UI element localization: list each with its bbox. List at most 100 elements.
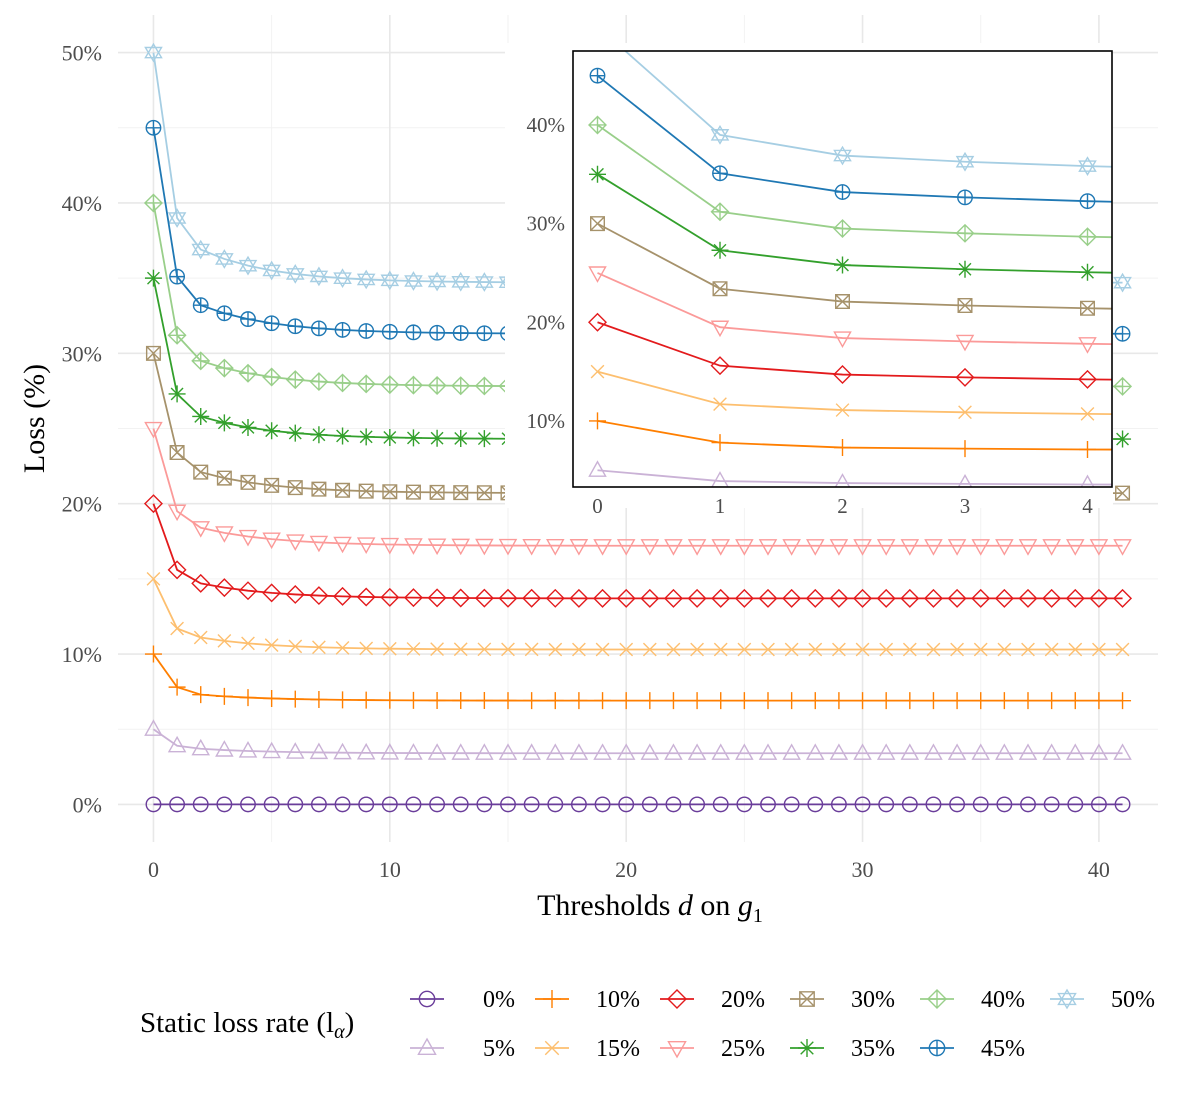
data-point bbox=[381, 692, 398, 709]
data-point bbox=[358, 538, 374, 552]
inset-data-point bbox=[590, 68, 604, 82]
y-axis-title: Loss (%) bbox=[18, 364, 51, 473]
data-point bbox=[192, 686, 209, 703]
data-point bbox=[192, 408, 209, 425]
data-point bbox=[712, 692, 729, 709]
data-point bbox=[381, 376, 398, 393]
data-point bbox=[171, 622, 184, 635]
inset-background bbox=[505, 43, 1113, 508]
y-tick-label: 30% bbox=[62, 341, 102, 366]
data-point bbox=[760, 692, 777, 709]
data-point bbox=[430, 326, 444, 340]
legend-item-0pct: 0% bbox=[410, 987, 515, 1013]
x-axis-title-part: on bbox=[693, 889, 738, 922]
x-axis-title-part: Thresholds bbox=[537, 889, 678, 922]
data-point bbox=[642, 540, 658, 554]
data-point bbox=[240, 365, 257, 382]
x-tick-label: 30 bbox=[852, 857, 874, 882]
data-point bbox=[571, 540, 587, 554]
inset-y-tick-label: 30% bbox=[527, 212, 566, 236]
data-point bbox=[570, 692, 587, 709]
y-tick-label: 0% bbox=[73, 792, 102, 817]
data-point bbox=[453, 745, 469, 759]
data-point bbox=[996, 692, 1013, 709]
data-point bbox=[429, 377, 446, 394]
data-point bbox=[476, 745, 492, 759]
legend-key-marker bbox=[418, 1039, 435, 1054]
data-point bbox=[594, 745, 610, 759]
legend: Static loss rate (lα)0%10%20%30%40%50%5%… bbox=[140, 987, 1155, 1062]
data-point bbox=[1114, 745, 1130, 759]
data-point bbox=[334, 374, 351, 391]
data-point bbox=[949, 745, 965, 759]
data-point bbox=[524, 540, 540, 554]
data-point bbox=[1020, 692, 1037, 709]
data-point bbox=[216, 360, 233, 377]
legend-item-25pct: 25% bbox=[660, 1036, 765, 1062]
data-point bbox=[429, 745, 445, 759]
data-point bbox=[311, 536, 327, 550]
legend-title-part: α bbox=[334, 1021, 345, 1043]
data-point bbox=[406, 325, 420, 339]
inset-x-tick-label: 2 bbox=[837, 494, 848, 518]
data-point bbox=[902, 540, 918, 554]
data-point bbox=[571, 745, 587, 759]
data-point bbox=[1020, 540, 1036, 554]
data-point bbox=[287, 691, 304, 708]
data-point bbox=[405, 745, 421, 759]
inset-x-tick-label: 4 bbox=[1082, 494, 1093, 518]
inset-data-point bbox=[835, 185, 849, 199]
legend-label: 5% bbox=[483, 1036, 515, 1062]
legend-item-35pct: 35% bbox=[790, 1036, 895, 1062]
legend-label: 35% bbox=[851, 1036, 895, 1062]
legend-item-30pct: 30% bbox=[790, 987, 895, 1013]
data-point bbox=[547, 745, 563, 759]
data-point bbox=[405, 692, 422, 709]
data-point bbox=[1067, 692, 1084, 709]
data-point bbox=[901, 692, 918, 709]
data-point bbox=[359, 324, 373, 338]
data-point bbox=[523, 692, 540, 709]
data-point bbox=[925, 692, 942, 709]
data-point bbox=[1090, 692, 1107, 709]
data-point bbox=[996, 745, 1012, 759]
data-point bbox=[216, 742, 232, 756]
data-point bbox=[216, 414, 233, 431]
data-point bbox=[618, 692, 635, 709]
data-point bbox=[1067, 745, 1083, 759]
legend-label: 25% bbox=[721, 1036, 765, 1062]
data-point bbox=[217, 306, 231, 320]
legend-label: 50% bbox=[1111, 987, 1155, 1013]
data-point bbox=[405, 539, 421, 553]
data-point bbox=[169, 385, 186, 402]
legend-label: 10% bbox=[596, 987, 640, 1013]
data-point bbox=[1114, 540, 1130, 554]
data-point bbox=[1114, 692, 1131, 709]
legend-title-part: ) bbox=[345, 1007, 355, 1039]
data-point bbox=[642, 745, 658, 759]
data-point bbox=[453, 539, 469, 553]
data-point bbox=[240, 689, 257, 706]
data-point bbox=[783, 692, 800, 709]
x-tick-label: 0 bbox=[148, 857, 159, 882]
data-point bbox=[429, 539, 445, 553]
data-point bbox=[760, 745, 776, 759]
data-point bbox=[476, 377, 493, 394]
series-0pct bbox=[146, 797, 1130, 811]
data-point bbox=[1043, 692, 1060, 709]
data-point bbox=[263, 690, 280, 707]
legend-key-marker bbox=[798, 1039, 816, 1057]
data-point bbox=[594, 692, 611, 709]
legend-label: 15% bbox=[596, 1036, 640, 1062]
data-point bbox=[547, 692, 564, 709]
data-point bbox=[310, 373, 327, 390]
series-5pct bbox=[145, 721, 1130, 760]
data-point bbox=[169, 679, 186, 696]
data-point bbox=[194, 465, 208, 479]
data-point bbox=[878, 540, 894, 554]
data-point bbox=[334, 744, 350, 758]
series-10pct bbox=[145, 646, 1131, 710]
data-point bbox=[949, 540, 965, 554]
